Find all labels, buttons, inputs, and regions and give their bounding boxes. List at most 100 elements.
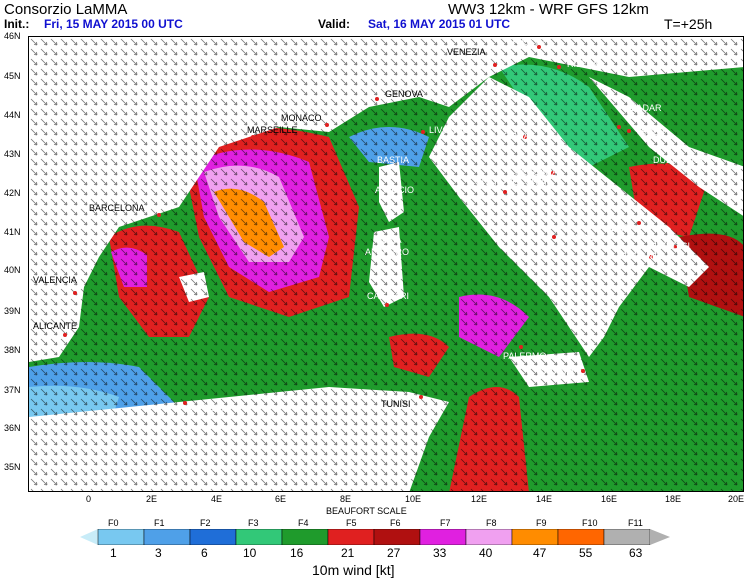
colorbar-swatch — [511, 529, 559, 545]
beaufort-title: BEAUFORT SCALE — [326, 506, 407, 516]
city-label-bari: BARI — [611, 223, 633, 233]
colorbar-swatch — [235, 529, 283, 545]
knot-label: 10 — [243, 546, 257, 560]
beaufort-label: F0 — [108, 518, 119, 528]
lon-tick: 14E — [536, 494, 553, 504]
lat-tick: 40N — [4, 265, 21, 275]
city-dot-tunisi — [419, 395, 423, 399]
city-dot-brindisi — [673, 245, 677, 249]
beaufort-label: F1 — [154, 518, 165, 528]
city-dot-monaco — [325, 123, 329, 127]
city-label-brindisi: BRINDISI — [651, 241, 691, 251]
city-dot-civitavecchia — [503, 190, 507, 194]
city-dot-rijeka — [557, 65, 561, 69]
city-label-bastia: BASTIA — [377, 155, 410, 165]
valid-value: Sat, 16 MAY 2015 01 UTC — [368, 17, 511, 31]
lon-tick: 16E — [601, 494, 618, 504]
wind-arrows — [29, 37, 743, 491]
lat-tick: 35N — [4, 462, 21, 472]
city-label-pescara: PESCARA — [515, 167, 559, 177]
init-label: Init.: — [4, 17, 30, 31]
beaufort-label: F8 — [486, 518, 497, 528]
city-label-civitavecchia: CIVITA-VECCHIA — [475, 177, 547, 187]
city-dot-split — [627, 129, 631, 133]
colorbar-swatch — [281, 529, 329, 545]
init-value: Fri, 15 MAY 2015 00 UTC — [44, 17, 183, 31]
beaufort-label: F2 — [200, 518, 211, 528]
lon-tick: 8E — [340, 494, 352, 504]
city-label-napoli: NAPOLI — [563, 233, 597, 243]
lon-tick: 12E — [471, 494, 488, 504]
city-markers — [63, 45, 677, 405]
city-dot-napoli — [552, 235, 556, 239]
model-title: WW3 12km - WRF GFS 12km — [448, 1, 649, 18]
knot-label: 16 — [290, 546, 304, 560]
provider-title: Consorzio LaMMA — [4, 1, 128, 18]
city-dot-dubrovnik — [665, 163, 669, 167]
beaufort-label: F4 — [298, 518, 309, 528]
lat-tick: 38N — [4, 345, 21, 355]
city-label-split: SPLIT — [641, 127, 667, 137]
colorbar-swatch — [143, 529, 191, 545]
city-dot-genova — [375, 97, 379, 101]
colorbar-swatch — [373, 529, 421, 545]
knot-label: 40 — [479, 546, 493, 560]
lon-tick: 0 — [86, 494, 92, 504]
city-label-marseille: MARSEILLE — [247, 125, 298, 135]
city-label-algeri: ALGERI — [191, 403, 225, 413]
beaufort-label: F10 — [582, 518, 598, 528]
colorbar-swatch — [557, 529, 605, 545]
city-label-valencia: VALENCIA — [33, 275, 77, 285]
lon-tick: 6E — [275, 494, 287, 504]
beaufort-label: F5 — [346, 518, 357, 528]
city-label-dubrovnik: DUBROVNIK — [653, 155, 707, 165]
knot-label: 63 — [629, 546, 643, 560]
beaufort-label: F9 — [536, 518, 547, 528]
colorbar — [80, 529, 670, 545]
city-label-olbia: OLBIA — [375, 235, 402, 245]
lat-tick: 37N — [4, 385, 21, 395]
city-label-monaco: MONACO — [281, 113, 322, 123]
beaufort-label: F3 — [248, 518, 259, 528]
city-label-trieste: TRIESTE — [507, 37, 546, 47]
unit-label: 10m wind [kt] — [312, 562, 395, 578]
city-label-zadar: ZADAR — [631, 103, 662, 113]
colorbar-swatch — [603, 529, 651, 545]
city-dot-pescara — [551, 171, 555, 175]
city-dot-algeri — [183, 401, 187, 405]
lat-tick: 44N — [4, 110, 21, 120]
lon-tick: 10E — [405, 494, 422, 504]
colorbar-swatch — [465, 529, 513, 545]
city-label-livorno: LIVORNO — [429, 125, 470, 135]
city-label-tunisi: TUNISI — [381, 399, 411, 409]
beaufort-label: F11 — [628, 518, 643, 528]
city-dot-zadar — [617, 125, 621, 129]
city-dot-alicante — [63, 333, 67, 337]
city-dot-cagliari — [385, 303, 389, 307]
lon-tick: 2E — [146, 494, 158, 504]
city-label-palermo: PALERMO — [503, 351, 547, 361]
city-label-catania: CATANIA — [537, 367, 575, 377]
lat-tick: 39N — [4, 306, 21, 316]
colorbar-arrow-right — [650, 529, 670, 545]
lon-tick: 4E — [211, 494, 223, 504]
city-dot-catania — [581, 369, 585, 373]
knot-label: 47 — [533, 546, 547, 560]
knot-label: 33 — [433, 546, 447, 560]
valid-label: Valid: — [318, 17, 351, 31]
city-label-alicante: ALICANTE — [33, 321, 78, 331]
colorbar-arrow-left — [80, 529, 98, 545]
city-label-venezia: VENEZIA — [447, 47, 486, 57]
city-dot-ancona — [523, 135, 527, 139]
colorbar-swatch — [419, 529, 467, 545]
lat-tick: 42N — [4, 188, 21, 198]
colorbar-swatch — [189, 529, 237, 545]
lat-tick: 45N — [4, 71, 21, 81]
city-label-taranto: TARANTO — [623, 251, 666, 261]
lead-time: T=+25h — [664, 16, 713, 32]
lat-tick: 36N — [4, 423, 21, 433]
knot-label: 3 — [155, 546, 162, 560]
beaufort-label: F7 — [440, 518, 451, 528]
city-label-alghero: ALGHERO — [365, 247, 410, 257]
city-dot-barcelona — [157, 213, 161, 217]
